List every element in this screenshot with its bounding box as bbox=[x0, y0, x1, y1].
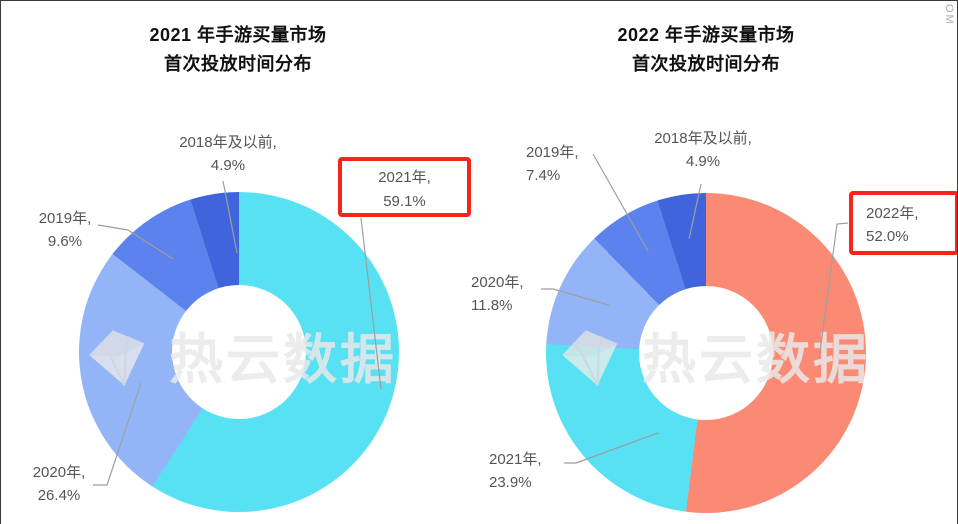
callout-label: 2021年, bbox=[489, 451, 542, 468]
callout-label: 2021年, bbox=[378, 169, 431, 186]
chart-title-2022-line1: 2022 年手游买量市场 bbox=[617, 25, 795, 45]
callout-value: 11.8% bbox=[471, 297, 513, 314]
chart-title-2021-line1: 2021 年手游买量市场 bbox=[149, 25, 327, 45]
callout-label: 2022年, bbox=[866, 205, 919, 222]
callout-value: 9.6% bbox=[47, 233, 83, 250]
callout-2021-highlight: 2021年, 59.1% bbox=[338, 157, 471, 217]
donut-chart-2022 bbox=[546, 193, 866, 513]
callout-2021-right: 2021年, 23.9% bbox=[489, 448, 542, 494]
callout-2020-right: 2020年, 11.8% bbox=[471, 271, 524, 317]
callout-label: 2018年及以前, bbox=[179, 134, 277, 151]
chart-title-2022: 2022 年手游买量市场 首次投放时间分布 bbox=[556, 21, 856, 79]
callout-2018-right: 2018年及以前, 4.9% bbox=[628, 127, 778, 173]
chart-title-2021-line2: 首次投放时间分布 bbox=[164, 54, 312, 74]
donut-hole bbox=[639, 286, 773, 420]
callout-value: 23.9% bbox=[489, 474, 532, 491]
callout-value: 59.1% bbox=[383, 193, 426, 210]
callout-label: 2020年, bbox=[471, 274, 524, 291]
callout-label: 2020年, bbox=[32, 464, 86, 481]
callout-2018-left: 2018年及以前, 4.9% bbox=[153, 131, 303, 177]
chart-title-2022-line2: 首次投放时间分布 bbox=[632, 54, 780, 74]
callout-2019-right: 2019年, 7.4% bbox=[526, 141, 579, 187]
chart-title-2021: 2021 年手游买量市场 首次投放时间分布 bbox=[88, 21, 388, 79]
callout-label: 2018年及以前, bbox=[654, 130, 752, 147]
callout-label: 2019年, bbox=[38, 210, 92, 227]
callout-value: 7.4% bbox=[526, 167, 561, 184]
callout-value: 4.9% bbox=[210, 157, 246, 174]
callout-2022-highlight: 2022年, 52.0% bbox=[849, 191, 957, 255]
corner-watermark: OM bbox=[943, 4, 955, 26]
callout-value: 26.4% bbox=[37, 487, 81, 504]
callout-2019-left: 2019年, 9.6% bbox=[25, 207, 105, 253]
donut-hole bbox=[172, 285, 306, 419]
callout-value: 52.0% bbox=[866, 228, 909, 245]
donut-chart-2021 bbox=[79, 192, 399, 512]
callout-label: 2019年, bbox=[526, 144, 579, 161]
callout-2020-left: 2020年, 26.4% bbox=[13, 461, 105, 507]
callout-value: 4.9% bbox=[685, 153, 721, 170]
